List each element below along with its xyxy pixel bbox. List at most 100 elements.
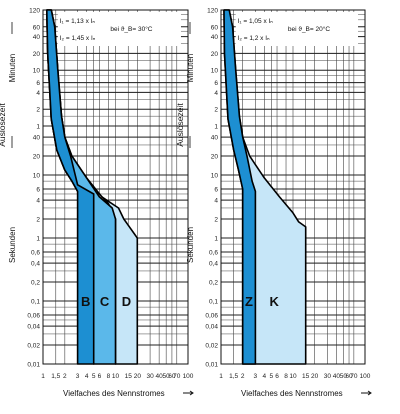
x-tick: 3	[254, 373, 258, 380]
y-tick-minutes: 120	[207, 8, 218, 15]
condition-2: I₂ = 1,2 x Iₙ	[238, 35, 270, 42]
y-tick-minutes: 6	[214, 80, 218, 87]
x-tick: 1	[41, 373, 45, 380]
y-tick-seconds: 2	[36, 217, 40, 224]
x-axis-title: Vielfaches des Nennstromes	[63, 389, 165, 398]
x-tick: 5	[92, 373, 96, 380]
y-tick-seconds: 4	[36, 198, 40, 205]
x-tick: 40	[156, 373, 164, 380]
x-tick: 15	[125, 373, 133, 380]
y-tick-minutes: 40	[33, 34, 41, 41]
curve-label-b: B	[81, 294, 90, 309]
x-tick: 70	[350, 373, 358, 380]
trip-band-B	[46, 9, 95, 365]
y-tick-minutes: 2	[36, 107, 40, 114]
x-tick: 1,5	[229, 373, 238, 380]
x-tick: 20	[311, 373, 319, 380]
y-tick-seconds: 10	[33, 173, 41, 180]
x-axis-arrow	[183, 390, 194, 396]
y-tick-seconds: 0,06	[27, 312, 40, 319]
curve-label-z: Z	[245, 294, 253, 309]
x-axis-arrow	[361, 390, 372, 396]
x-tick: 8	[284, 373, 288, 380]
y-tick-seconds: 40	[211, 135, 219, 142]
y-tick-seconds: 40	[33, 135, 41, 142]
y-tick-minutes: 2	[214, 107, 218, 114]
y-tick-seconds: 0,4	[209, 261, 218, 268]
y-axis-title-minutes: Minuten	[186, 54, 195, 82]
x-tick: 30	[324, 373, 332, 380]
x-tick: 60	[168, 373, 176, 380]
condition-3: bei ϑ_B= 20°C	[288, 25, 330, 33]
y-tick-seconds: 20	[33, 154, 41, 161]
x-tick: 2	[63, 373, 67, 380]
y-tick-minutes: 1	[214, 124, 218, 131]
y-tick-minutes: 20	[211, 51, 219, 58]
y-axis-title-main: Auslösezeit	[0, 103, 7, 147]
x-tick: 30	[146, 373, 154, 380]
y-tick-seconds: 6	[214, 186, 218, 193]
x-tick: 3	[76, 373, 80, 380]
y-tick-seconds: 4	[214, 198, 218, 205]
x-tick: 100	[183, 373, 194, 380]
x-tick: 20	[134, 373, 142, 380]
y-axis-title-minutes: Minuten	[8, 54, 17, 82]
y-tick-seconds: 0,02	[27, 343, 40, 350]
y-tick-seconds: 0,2	[209, 280, 218, 287]
y-tick-seconds: 0,1	[209, 299, 218, 306]
condition-1: I₁ = 1,05 x Iₙ	[238, 18, 274, 25]
conditions-box	[235, 12, 359, 46]
y-tick-seconds: 0,1	[31, 299, 40, 306]
x-tick: 5	[270, 373, 274, 380]
y-tick-seconds: 0,2	[31, 280, 40, 287]
x-tick: 4	[263, 373, 267, 380]
condition-2: I₂ = 1,45 x Iₙ	[60, 35, 96, 42]
chart-panel-1: B C D I₁ = 1,13 x Iₙ I₂ = 1,45 x Iₙ bei ϑ_B= …	[0, 8, 194, 398]
y-tick-minutes: 60	[211, 24, 219, 31]
y-tick-seconds: 0,6	[209, 249, 218, 256]
y-tick-minutes: 120	[29, 8, 40, 15]
y-tick-minutes: 10	[211, 68, 219, 75]
trip-band-Z	[223, 9, 257, 365]
x-tick: 8	[107, 373, 111, 380]
x-tick: 2	[241, 373, 245, 380]
x-tick: 60	[345, 373, 353, 380]
y-tick-minutes: 6	[36, 80, 40, 87]
trip-band-K	[223, 9, 307, 365]
y-tick-seconds: 6	[36, 186, 40, 193]
y-axis-title-seconds: Sekunden	[186, 227, 195, 263]
x-tick: 6	[275, 373, 279, 380]
y-tick-minutes: 60	[33, 24, 41, 31]
y-tick-seconds: 0,04	[27, 324, 40, 331]
x-tick: 40	[333, 373, 341, 380]
y-tick-minutes: 40	[211, 34, 219, 41]
x-tick: 1,5	[51, 373, 60, 380]
y-tick-seconds: 10	[211, 173, 219, 180]
x-tick: 6	[98, 373, 102, 380]
y-tick-seconds: 0,06	[205, 312, 218, 319]
condition-3: bei ϑ_B= 30°C	[110, 25, 152, 33]
x-tick: 15	[302, 373, 310, 380]
x-tick: 10	[289, 373, 297, 380]
y-tick-minutes: 20	[33, 51, 41, 58]
x-tick: 100	[360, 373, 371, 380]
curve-label-k: K	[269, 294, 279, 309]
condition-1: I₁ = 1,13 x Iₙ	[60, 18, 96, 25]
y-tick-seconds: 20	[211, 154, 219, 161]
y-tick-seconds: 0,6	[31, 249, 40, 256]
y-tick-minutes: 10	[33, 68, 41, 75]
y-axis-title-seconds: Sekunden	[8, 227, 17, 263]
y-tick-seconds: 2	[214, 217, 218, 224]
conditions-box	[57, 12, 181, 46]
x-tick: 50	[340, 373, 348, 380]
x-tick: 4	[85, 373, 89, 380]
y-tick-minutes: 4	[36, 90, 40, 97]
y-tick-seconds: 0,01	[27, 362, 40, 369]
curve-label-d: D	[122, 294, 131, 309]
x-tick: 10	[112, 373, 120, 380]
y-tick-minutes: 1	[36, 124, 40, 131]
x-tick: 70	[173, 373, 181, 380]
y-tick-minutes: 4	[214, 90, 218, 97]
y-tick-seconds: 0,4	[31, 261, 40, 268]
